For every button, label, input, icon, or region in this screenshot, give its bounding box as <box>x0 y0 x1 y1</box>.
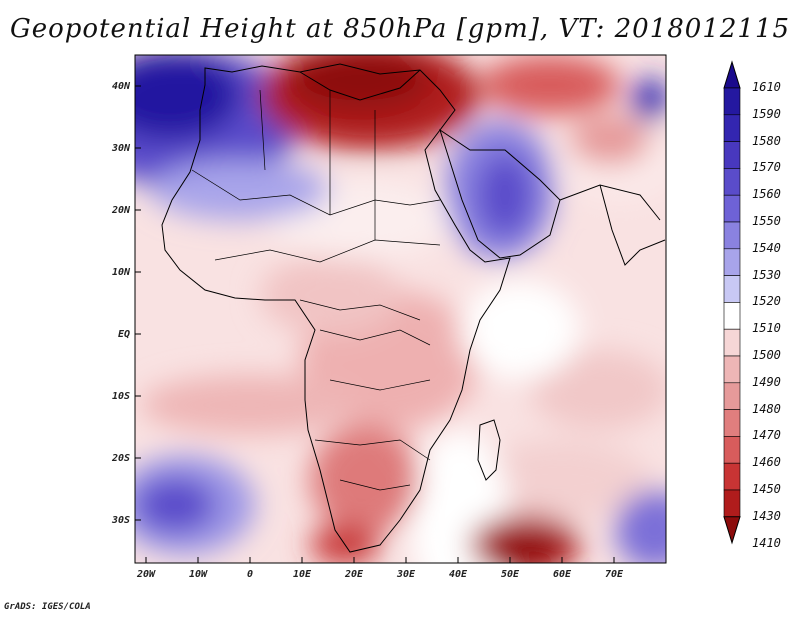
colorbar-swatch <box>723 462 741 491</box>
lon-label-40e: 40E <box>449 569 468 580</box>
colorbar-level-label: 1610 <box>752 80 781 94</box>
lon-label-20e: 20E <box>344 569 364 580</box>
coastlines <box>161 63 666 553</box>
colorbar-swatch <box>723 355 741 384</box>
colorbar-swatch <box>723 489 741 518</box>
colorbar <box>723 60 741 545</box>
lat-label-20n: 20N <box>111 205 131 216</box>
lat-label-20s: 20S <box>111 453 130 464</box>
colorbar-level-label: 1510 <box>752 321 781 336</box>
colorbar-swatch <box>723 221 741 250</box>
axis-ticks <box>135 85 615 563</box>
lat-label-10n: 10N <box>112 267 131 278</box>
lat-label-30n: 30N <box>111 143 131 154</box>
colorbar-swatch <box>723 87 741 116</box>
plot-frame <box>134 54 667 564</box>
colorbar-swatch <box>723 194 741 223</box>
country-borders <box>191 89 441 491</box>
colorbar-swatch <box>723 114 741 142</box>
colorbar-level-label: 1590 <box>752 106 781 121</box>
colorbar-level-label: 1540 <box>752 240 781 255</box>
lat-label-eq: EQ <box>118 329 130 340</box>
colorbar-level-label: 1450 <box>752 482 781 496</box>
colorbar-swatch <box>723 275 741 303</box>
colorbar-level-label: 1430 <box>752 508 781 523</box>
colorbar-level-label: 1460 <box>752 455 781 470</box>
lon-label-60e: 60E <box>553 569 572 580</box>
colorbar-swatch <box>723 141 741 169</box>
colorbar-swatch <box>723 409 741 437</box>
grads-credit: GrADS: IGES/COLA <box>4 602 91 612</box>
map-title: Geopotential Height at 850hPa [gpm], VT:… <box>9 14 791 44</box>
colorbar-level-label: 1550 <box>752 214 781 228</box>
colorbar-swatch <box>723 302 741 330</box>
colorbar-level-label: 1410 <box>752 535 781 550</box>
colorbar-level-label: 1580 <box>752 133 781 148</box>
colorbar-level-label: 1470 <box>752 428 781 443</box>
colorbar-swatch <box>723 248 741 276</box>
colorbar-swatch <box>723 328 741 357</box>
colorbar-bottom-arrow <box>723 516 741 545</box>
lon-label-0: 0 <box>247 569 253 580</box>
colorbar-level-label: 1560 <box>752 187 781 202</box>
colorbar-level-label: 1570 <box>752 160 781 175</box>
colorbar-swatch <box>723 382 741 410</box>
lon-label-50e: 50E <box>501 569 520 580</box>
colorbar-top-arrow <box>723 60 741 89</box>
colorbar-level-label: 1500 <box>752 348 781 362</box>
lat-label-40n: 40N <box>112 81 131 92</box>
colorbar-swatch <box>723 168 741 196</box>
lon-label-10w: 10W <box>189 569 208 580</box>
colorbar-level-label: 1530 <box>752 267 781 282</box>
colorbar-swatch <box>723 436 741 464</box>
colorbar-level-label: 1520 <box>752 294 781 309</box>
colorbar-level-label: 1490 <box>752 374 781 389</box>
lat-label-10s: 10S <box>112 391 130 402</box>
lon-label-20w: 20W <box>136 569 156 580</box>
lat-label-30s: 30S <box>111 515 130 526</box>
lon-label-70e: 70E <box>605 569 624 580</box>
lon-label-10e: 10E <box>293 569 312 580</box>
colorbar-level-label: 1480 <box>752 401 781 416</box>
lon-label-30e: 30E <box>396 569 416 580</box>
height-field <box>135 55 666 563</box>
